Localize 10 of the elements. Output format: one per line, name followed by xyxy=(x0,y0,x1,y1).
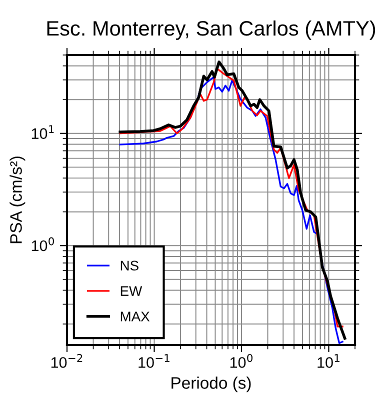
legend-label: MAX xyxy=(120,312,150,322)
x-tick-label: 10$^{−2}$ xyxy=(51,354,82,368)
legend-label: EW xyxy=(120,286,142,296)
x-tick-label: 10$^{0}$ xyxy=(230,354,253,368)
x-axis-title: Periodo (s) xyxy=(172,376,251,392)
legend-label: NS xyxy=(120,260,138,271)
y-axis-title: PSA (cm/s²) xyxy=(10,156,26,244)
x-tick-label: 10$^{−1}$ xyxy=(138,354,170,368)
chart-title: Esc. Monterrey, San Carlos (AMTY) xyxy=(47,20,376,40)
x-tick-label: 10$^{1}$ xyxy=(318,354,340,368)
